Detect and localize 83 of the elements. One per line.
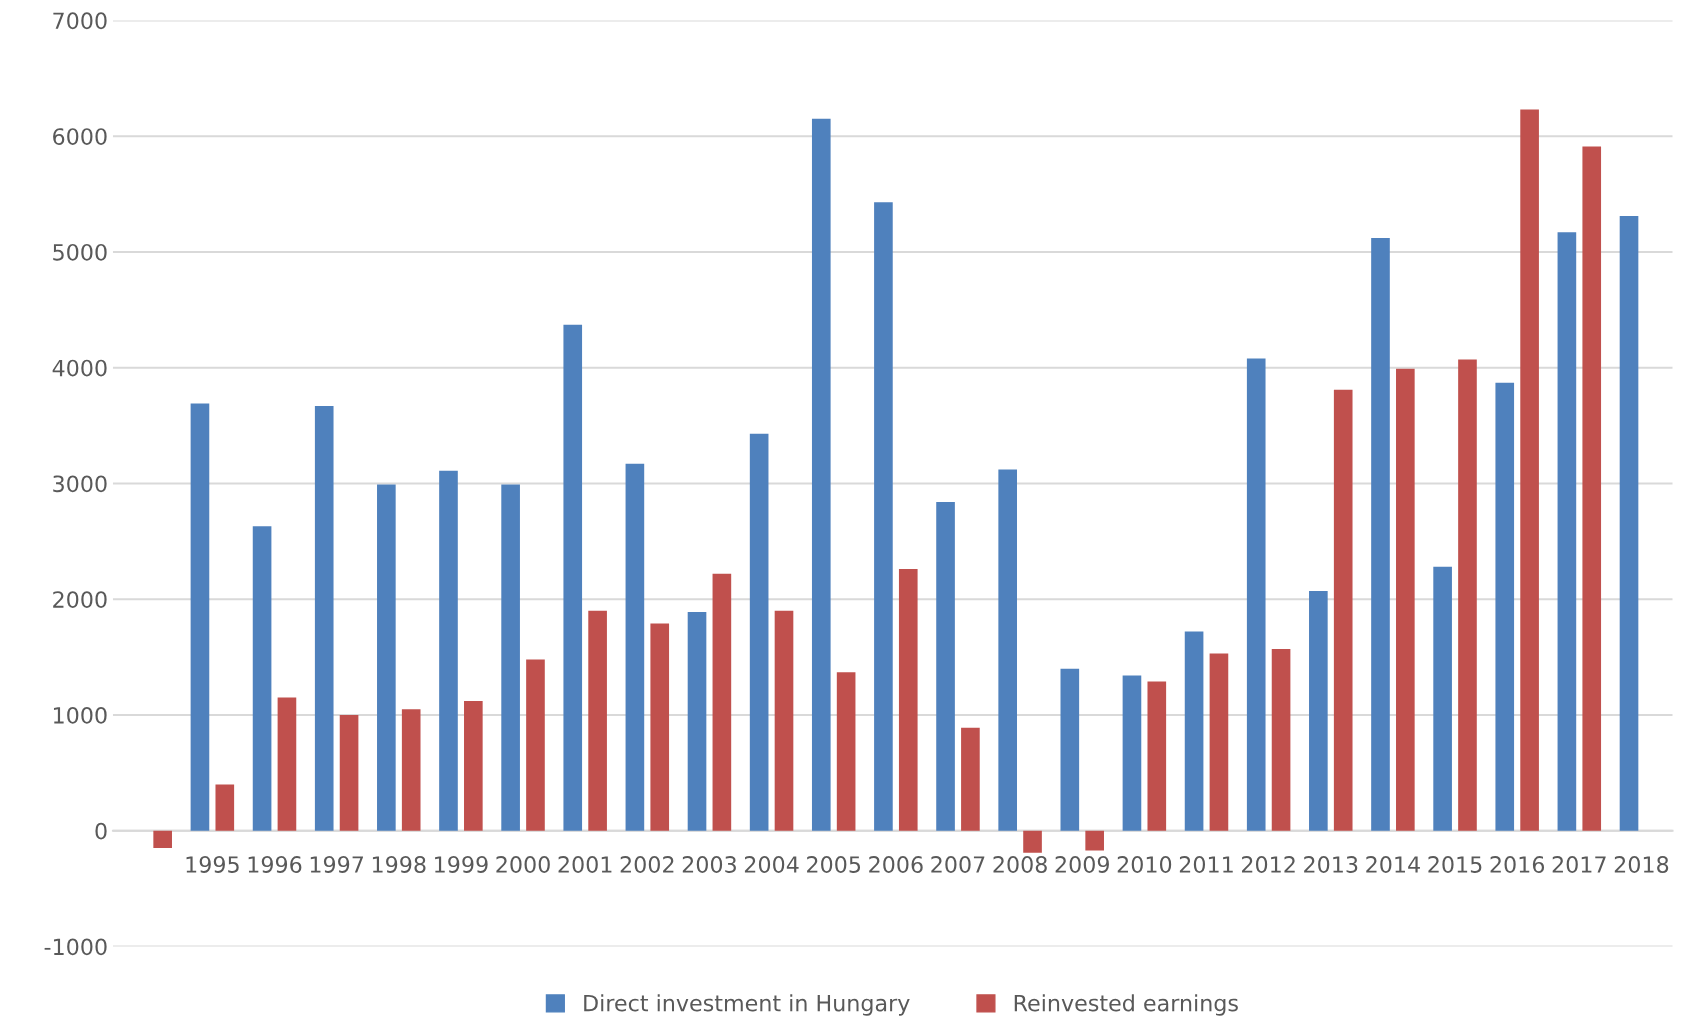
x-tick-label: 2013 bbox=[1304, 856, 1358, 873]
x-tick-label: 2004 bbox=[744, 856, 799, 873]
x-tick-label: 2008 bbox=[993, 856, 1047, 873]
bar bbox=[464, 701, 483, 831]
x-tick-label: 1995 bbox=[186, 856, 239, 873]
bar bbox=[588, 610, 607, 831]
x-tick-label: 2018 bbox=[1614, 856, 1669, 873]
bar bbox=[1333, 389, 1353, 831]
bar bbox=[936, 501, 955, 831]
y-tick-label: 3000 bbox=[53, 475, 107, 493]
bar bbox=[1085, 830, 1104, 851]
bar bbox=[153, 830, 172, 849]
y-tick-label: 0 bbox=[95, 822, 107, 840]
x-tick-label: 1999 bbox=[435, 856, 488, 873]
bar bbox=[501, 484, 520, 831]
bar bbox=[215, 784, 235, 831]
x-tick-label: 1998 bbox=[372, 856, 426, 873]
bar bbox=[377, 484, 396, 831]
bar bbox=[687, 611, 707, 831]
x-tick-label: 2007 bbox=[931, 856, 985, 873]
y-tick-label: 2000 bbox=[53, 591, 107, 608]
y-tick-label: 4000 bbox=[52, 359, 107, 377]
bar bbox=[1371, 238, 1390, 831]
bar bbox=[439, 470, 458, 831]
bar bbox=[563, 324, 583, 831]
bar bbox=[1209, 653, 1229, 831]
bar bbox=[339, 714, 359, 831]
bar bbox=[1582, 146, 1602, 831]
bar bbox=[712, 573, 732, 831]
legend-label: Reinvested earnings bbox=[1014, 994, 1238, 1016]
bar bbox=[998, 469, 1017, 831]
bar bbox=[749, 433, 769, 831]
bar bbox=[1271, 648, 1291, 831]
bar bbox=[1184, 631, 1204, 831]
bar bbox=[811, 118, 831, 831]
bar bbox=[401, 709, 421, 831]
x-tick-label: 2001 bbox=[558, 856, 612, 873]
legend-label: Direct investment in Hungary bbox=[584, 994, 910, 1016]
x-tick-label: 2017 bbox=[1552, 856, 1606, 873]
x-tick-label: 2000 bbox=[496, 856, 550, 873]
x-tick-label: 1997 bbox=[310, 856, 364, 873]
bar bbox=[1495, 382, 1515, 831]
bar bbox=[774, 610, 794, 831]
bar bbox=[874, 202, 893, 831]
x-tick-label: 2015 bbox=[1428, 856, 1482, 873]
bar bbox=[1520, 109, 1539, 831]
bar bbox=[1060, 668, 1080, 831]
bar bbox=[1246, 358, 1266, 831]
bar bbox=[650, 623, 670, 831]
x-tick-label: 2006 bbox=[869, 856, 923, 873]
y-tick-label: 1000 bbox=[53, 706, 107, 724]
bar bbox=[1557, 232, 1577, 831]
x-tick-label: 2002 bbox=[620, 856, 674, 873]
x-tick-label: 2011 bbox=[1179, 856, 1233, 873]
bar bbox=[252, 526, 272, 831]
x-tick-label: 2014 bbox=[1366, 856, 1420, 873]
x-tick-label: 2012 bbox=[1242, 856, 1295, 873]
y-tick-label: 6000 bbox=[53, 128, 107, 145]
bar bbox=[1122, 675, 1142, 831]
y-tick-label: 7000 bbox=[53, 12, 107, 30]
bar bbox=[1458, 359, 1477, 831]
bar bbox=[314, 405, 334, 831]
bar bbox=[898, 569, 918, 831]
bar bbox=[625, 463, 645, 831]
y-tick-label: 5000 bbox=[53, 243, 107, 261]
bar bbox=[1619, 216, 1639, 831]
x-tick-label: 1996 bbox=[248, 856, 302, 873]
x-tick-label: 2005 bbox=[807, 856, 861, 873]
x-tick-label: 2009 bbox=[1055, 856, 1109, 873]
bar bbox=[961, 727, 980, 831]
x-tick-label: 2010 bbox=[1117, 856, 1172, 873]
bar bbox=[526, 659, 545, 831]
y-tick-label: -1000 bbox=[44, 938, 107, 956]
bar bbox=[190, 403, 210, 831]
bar bbox=[836, 672, 856, 831]
bar bbox=[1396, 368, 1415, 831]
bar bbox=[1433, 566, 1452, 831]
bar bbox=[1023, 830, 1042, 853]
x-tick-label: 2016 bbox=[1490, 856, 1545, 873]
bar bbox=[1147, 681, 1167, 831]
x-tick-label: 2003 bbox=[682, 856, 736, 873]
bar bbox=[277, 697, 297, 831]
bar bbox=[1309, 591, 1328, 831]
